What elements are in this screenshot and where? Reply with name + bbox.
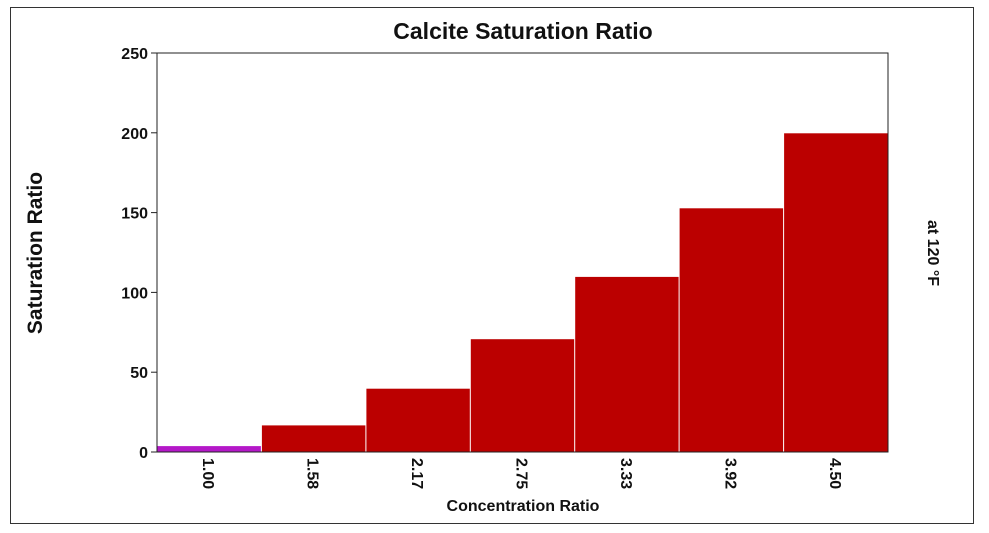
bar-3.33 bbox=[574, 275, 681, 453]
y-tick-label: 100 bbox=[121, 285, 148, 302]
y-tick-label: 50 bbox=[130, 365, 148, 382]
x-tick-label: 2.17 bbox=[408, 458, 425, 489]
bar-group bbox=[156, 132, 889, 453]
bar-2.75 bbox=[469, 338, 576, 453]
y-tick-label: 250 bbox=[121, 46, 148, 63]
chart-frame bbox=[10, 7, 974, 524]
x-axis-label: Concentration Ratio bbox=[447, 498, 600, 515]
plot-area-border bbox=[156, 52, 889, 453]
bar-4.50 bbox=[783, 132, 889, 453]
bar-2.17 bbox=[365, 387, 472, 453]
x-tick-label: 3.92 bbox=[721, 458, 738, 489]
y-tick-label: 200 bbox=[121, 126, 148, 143]
bar-1.58 bbox=[260, 424, 367, 453]
x-tick-label: 2.75 bbox=[513, 458, 530, 489]
y-axis-ticks: 0 50 100 150 200 250 bbox=[121, 46, 157, 462]
bar-1.00 bbox=[156, 445, 263, 453]
x-tick-label: 1.00 bbox=[199, 458, 216, 489]
y-axis-label: Saturation Ratio bbox=[24, 172, 47, 334]
y-tick-label: 150 bbox=[121, 206, 148, 223]
x-tick-label: 1.58 bbox=[304, 458, 321, 489]
bar-3.92 bbox=[678, 207, 785, 453]
chart-title: Calcite Saturation Ratio bbox=[393, 18, 652, 44]
x-tick-label: 3.33 bbox=[617, 458, 634, 489]
temperature-annotation: at 120 °F bbox=[924, 220, 941, 286]
x-axis-ticks: 1.00 1.58 2.17 2.75 3.33 3.92 4.50 bbox=[199, 458, 843, 489]
x-tick-label: 4.50 bbox=[826, 458, 843, 489]
y-tick-label: 0 bbox=[139, 445, 148, 462]
